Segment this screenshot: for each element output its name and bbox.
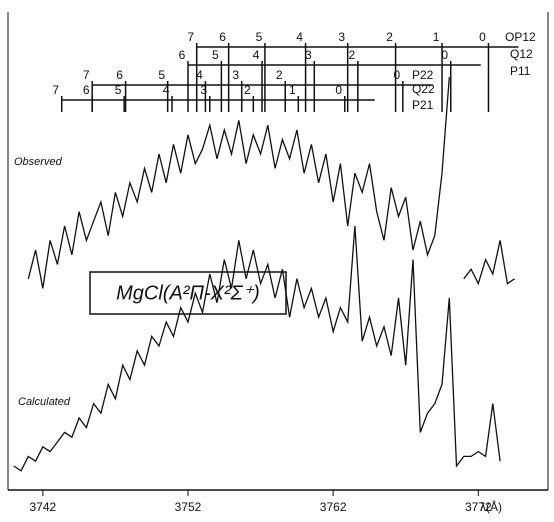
x-tick-label: 3772 [465, 500, 492, 514]
rotational-label: 4 [253, 48, 260, 62]
rotational-label: 0 [441, 48, 448, 62]
rotational-label: 1 [289, 83, 296, 97]
rotational-label: 2 [386, 30, 393, 44]
rotational-label: 4 [163, 83, 170, 97]
rotational-label: 5 [212, 48, 219, 62]
branch-name: P11 [510, 64, 531, 78]
chart-title: MgCl(A²Π-X²Σ⁺) [116, 282, 260, 304]
rotational-label: 7 [187, 30, 194, 44]
rotational-label: 2 [276, 68, 283, 82]
rotational-label: 3 [338, 30, 345, 44]
title-box [89, 271, 287, 315]
rotational-label: 3 [232, 68, 239, 82]
rotational-label: 4 [196, 68, 203, 82]
rotational-label: 1 [433, 30, 440, 44]
branch-name: Q22 [412, 82, 435, 96]
rotational-label: 3 [200, 83, 207, 97]
rotational-label: 0 [335, 83, 342, 97]
series-label: Calculated [18, 396, 71, 408]
branch-name: OP12 [505, 30, 536, 44]
rotational-label: 7 [52, 83, 59, 97]
branch-name: Q12 [510, 47, 533, 61]
rotational-label: 2 [244, 83, 251, 97]
rotational-label: 5 [115, 83, 122, 97]
rotational-label: 5 [256, 30, 263, 44]
rotational-label: 0 [393, 68, 400, 82]
branch-name: P22 [412, 68, 434, 82]
rotational-label: 3 [305, 48, 312, 62]
rotational-label: 0 [479, 30, 486, 44]
rotational-label: 6 [116, 68, 123, 82]
rotational-label: 7 [83, 68, 90, 82]
rotational-label: 4 [296, 30, 303, 44]
spectrum-line [27, 77, 515, 289]
rotational-label: 6 [83, 83, 90, 97]
branch-name: P21 [412, 98, 434, 112]
rotational-label: 6 [179, 48, 186, 62]
rotational-label: 5 [158, 68, 165, 82]
x-axis-label: λ(Å) [480, 499, 502, 514]
series-label: Observed [14, 156, 63, 168]
x-tick-label: 3762 [320, 500, 347, 514]
x-tick-label: 3752 [175, 500, 202, 514]
spectrum-line [13, 225, 501, 472]
rotational-label: 6 [219, 30, 226, 44]
rotational-label: 2 [348, 48, 355, 62]
x-tick-label: 3742 [29, 500, 56, 514]
